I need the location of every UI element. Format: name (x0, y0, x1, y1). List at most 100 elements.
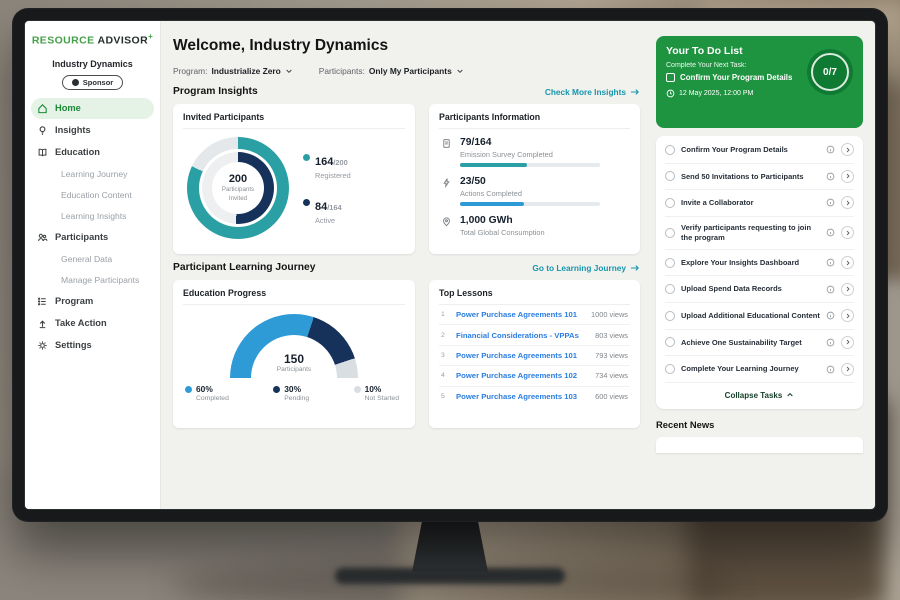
completed-dot (185, 386, 192, 393)
chevron-right-icon[interactable] (841, 256, 854, 270)
invited-participants-card: Invited Participants 200 Participants In… (173, 104, 415, 254)
task-checkbox[interactable] (665, 337, 675, 348)
top-lessons-title: Top Lessons (439, 288, 630, 305)
legend-item-active: 84/164 Active (303, 197, 351, 225)
gauge-center-label: Participants (276, 366, 312, 373)
task-info-icon (826, 198, 835, 207)
sidebar-item-learning-insights[interactable]: Learning Insights (61, 210, 127, 221)
logo-text-secondary: ADVISOR (97, 34, 149, 47)
recent-news-title: Recent News (656, 418, 715, 430)
settings-icon (38, 340, 47, 350)
sidebar-item-learning-journey[interactable]: Learning Journey (61, 168, 128, 179)
sidebar-item-take-action[interactable]: Take Action (31, 313, 154, 334)
lesson-link[interactable]: Power Purchase Agreements 101 (456, 350, 578, 360)
task-checkbox[interactable] (665, 257, 675, 268)
task-row-upload-educational-content[interactable]: Upload Additional Educational Content (665, 303, 854, 330)
recent-news-card (656, 436, 863, 453)
sidebar-item-home[interactable]: Home (31, 97, 154, 119)
sidebar-item-education[interactable]: Education (31, 142, 154, 163)
task-checkbox[interactable] (665, 364, 675, 375)
participants-filter[interactable]: Participants: Only My Participants (319, 66, 464, 76)
not-started-dot (353, 386, 361, 393)
stat-global-consumption: 1,000 GWh Total Global Consumption (441, 215, 630, 237)
main-content: Welcome, Industry Dynamics Program: Indu… (161, 21, 653, 509)
lesson-link[interactable]: Power Purchase Agreements 102 (456, 371, 578, 381)
stat-bar-fill-0 (460, 163, 528, 167)
lesson-row: 4 Power Purchase Agreements 102 734 view… (439, 366, 630, 387)
participants-icon (38, 233, 48, 241)
sponsor-badge[interactable]: Sponsor (61, 74, 124, 90)
learning-journey-cards: Education Progress 150 Participants 60% … (173, 280, 640, 428)
learning-journey-header: Participant Learning Journey Go to Learn… (173, 262, 640, 273)
collapse-tasks-link[interactable]: Collapse Tasks (665, 383, 854, 408)
actions-icon (443, 178, 450, 188)
chevron-right-icon[interactable] (841, 362, 854, 376)
chevron-right-icon[interactable] (841, 143, 854, 157)
lesson-link[interactable]: Power Purchase Agreements 101 (456, 310, 578, 320)
sidebar-item-participants[interactable]: Participants (31, 227, 154, 248)
task-row-confirm-program[interactable]: Confirm Your Program Details (665, 137, 854, 164)
chevron-right-icon[interactable] (841, 196, 854, 210)
donut-center-value: 200 (228, 173, 248, 186)
program-filter[interactable]: Program: Industrialize Zero (173, 66, 293, 76)
arrow-right-icon (631, 88, 639, 95)
gauge-center: 150 Participants (183, 352, 405, 373)
lesson-row: 3 Power Purchase Agreements 101 793 view… (439, 346, 630, 367)
task-checkbox[interactable] (665, 227, 675, 238)
chevron-right-icon[interactable] (841, 282, 854, 296)
lesson-row: 1 Power Purchase Agreements 101 1000 vie… (439, 305, 630, 326)
task-checkbox[interactable] (665, 310, 675, 321)
task-checkbox[interactable] (665, 144, 675, 155)
logo-text-primary: RESOURCE (31, 34, 95, 47)
task-row-explore-insights[interactable]: Explore Your Insights Dashboard (665, 250, 854, 277)
task-row-verify-participants[interactable]: Verify participants requesting to join t… (665, 217, 854, 250)
task-row-achieve-target[interactable]: Achieve One Sustainability Target (665, 330, 854, 357)
lesson-link[interactable]: Financial Considerations - VPPAs (456, 330, 579, 340)
go-to-learning-journey-link[interactable]: Go to Learning Journey (532, 263, 640, 273)
participants-information-card: Participants Information 79/164 Emission… (429, 104, 640, 254)
education-progress-legend: 60% Completed 30% Pending (183, 373, 405, 402)
monitor-frame: RESOURCE ADVISOR+ Industry Dynamics Spon… (12, 8, 888, 522)
invited-legend: 164/200 Registered 84/164 Active (303, 152, 351, 225)
sidebar-item-settings[interactable]: Settings (31, 335, 154, 356)
invited-participants-donut: 200 Participants Invited (187, 137, 289, 239)
chevron-right-icon[interactable] (841, 226, 854, 240)
sidebar-item-insights[interactable]: Insights (31, 120, 154, 141)
chevron-down-icon (286, 69, 292, 73)
pending-dot (273, 386, 281, 393)
task-row-invite-collaborator[interactable]: Invite a Collaborator (665, 190, 854, 217)
todo-next-task[interactable]: Confirm Your Program Details (666, 73, 794, 83)
check-more-insights-link[interactable]: Check More Insights (545, 87, 640, 97)
sidebar-item-program[interactable]: Program (31, 291, 154, 312)
screen: RESOURCE ADVISOR+ Industry Dynamics Spon… (25, 21, 875, 509)
todo-tasks-card: Confirm Your Program Details Send 50 Inv… (656, 136, 863, 409)
todo-summary-card: Your To Do List Complete Your Next Task:… (656, 36, 863, 128)
filters-row: Program: Industrialize Zero Participants… (173, 66, 640, 76)
sidebar-item-education-content[interactable]: Education Content (61, 189, 132, 200)
task-checkbox[interactable] (665, 171, 675, 182)
task-info-icon (826, 338, 835, 347)
task-row-send-invitations[interactable]: Send 50 Invitations to Participants (665, 164, 854, 191)
education-icon (38, 148, 47, 156)
participants-filter-value: Only My Participants (368, 66, 452, 76)
lesson-link[interactable]: Power Purchase Agreements 103 (456, 391, 578, 401)
chevron-right-icon[interactable] (841, 169, 854, 183)
task-checkbox[interactable] (665, 197, 675, 208)
checkbox-icon[interactable] (666, 73, 675, 83)
lesson-row: 5 Power Purchase Agreements 103 600 view… (441, 391, 628, 401)
sidebar-item-general-data[interactable]: General Data (61, 253, 113, 264)
sidebar-item-manage-participants[interactable]: Manage Participants (61, 274, 140, 285)
sponsor-icon (71, 78, 79, 86)
donut-center-label: Participants Invited (221, 186, 255, 202)
task-row-complete-learning-journey[interactable]: Complete Your Learning Journey (665, 356, 854, 383)
chevron-right-icon[interactable] (841, 335, 854, 349)
actions-progress-bar (460, 202, 600, 206)
task-row-upload-spend-data[interactable]: Upload Spend Data Records (665, 276, 854, 304)
task-checkbox[interactable] (665, 284, 675, 295)
app-logo: RESOURCE ADVISOR+ (25, 32, 160, 47)
active-dot (303, 198, 310, 206)
education-progress-gauge (230, 314, 358, 378)
sponsor-label: Sponsor (82, 77, 114, 87)
chevron-right-icon[interactable] (841, 309, 854, 323)
program-filter-value: Industrialize Zero (211, 66, 281, 76)
